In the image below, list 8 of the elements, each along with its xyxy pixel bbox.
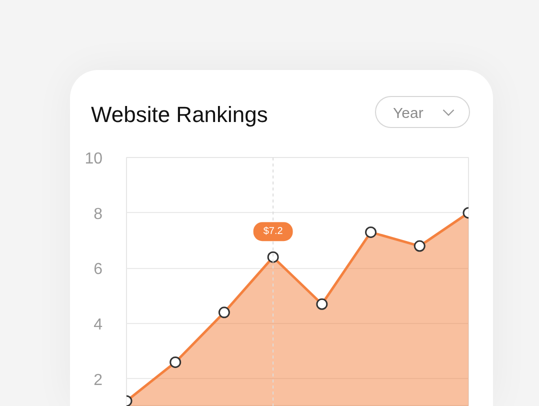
chart-title: Website Rankings [91,101,268,129]
y-tick-label: 8 [94,206,103,223]
text: Year [375,96,470,128]
y-tick-label: 6 [94,261,103,278]
y-tick-label: 4 [94,316,103,334]
y-tick-label: 10 [84,150,103,168]
annotation: $7.2 [263,226,284,238]
y-tick-label: 2 [94,372,103,389]
